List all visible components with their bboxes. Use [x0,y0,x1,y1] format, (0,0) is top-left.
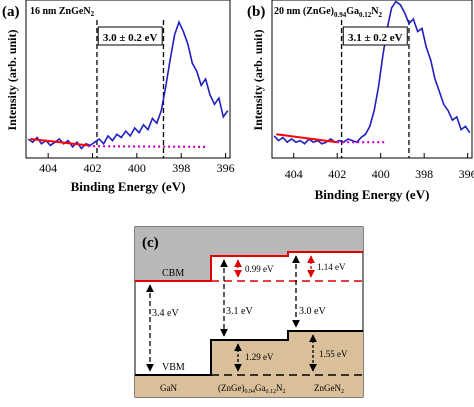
panel-b-plot-frame [271,0,473,159]
panel-b-title: 20 nm (ZnGe)0.94Ga0.12N2 [274,6,383,19]
alloy-vb-offset-label: 1.29 eV [245,352,274,362]
panel-a-xtick-label-398: 398 [172,161,190,175]
panel-c-band-diagram: (c) CBM VBM 3.4 eV 3.1 eV 3.0 eV 0.99 eV… [134,226,364,398]
panel-b-ylabel: Intensity (arb. unit) [251,29,265,130]
panel-a-chart: (a) 16 nm ZnGeN2 Intensity (arb. unit) B… [2,0,235,194]
panel-b-letter: (b) [247,4,265,20]
panel-b-spectrum-line [273,0,471,145]
panel-a-xtick-label-402: 402 [84,161,102,175]
zngen-gap-label: 3.0 eV [299,306,326,317]
panel-b-xtick-label-400: 400 [372,167,390,181]
panel-a-gap-label: 3.0 ± 0.2 eV [103,32,158,44]
panel-a-spectrum-line [27,19,229,150]
panel-a-title: 16 nm ZnGeN2 [30,6,95,18]
conduction-band-region [135,227,363,281]
panel-a-letter: (a) [2,4,20,20]
alloy-cb-offset-label: 0.99 eV [245,264,274,274]
cbm-line [135,251,363,282]
alloy-gap-label: 3.1 eV [226,306,253,317]
panel-a-xtick-label-400: 400 [128,161,146,175]
panel-a-plot-frame [25,0,231,159]
vbm-line [135,330,363,376]
panel-b-xtick-label-398: 398 [415,167,433,181]
panel-b-xtick-label-404: 404 [285,167,303,181]
panel-a-gap-box [97,26,163,46]
panel-a-baseline-dotted-line [88,145,206,148]
panel-b-gap-box [342,26,408,46]
panel-b-background-fit-line [276,133,338,144]
panel-b-xtick-label-402: 402 [328,167,346,181]
panel-b-xtick-label-396: 396 [459,167,474,181]
gan-gap-label: 3.4 eV [152,308,179,319]
gan-label: GaN [160,383,177,393]
panel-a-background-fit-line [30,138,89,147]
panel-b-annotation: 3.1 ± 0.2 eV [341,26,409,46]
panel-a-xlabel: Binding Energy (eV) [71,179,186,194]
zngen-vb-offset-label: 1.55 eV [319,349,348,359]
alloy-label: (ZnGe)0.94Ga0.12N2 [218,383,286,395]
vbm-label: VBM [162,362,185,373]
panel-c-letter: (c) [142,235,159,251]
panel-b-xlabel: Binding Energy (eV) [315,187,430,202]
zngen-label: ZnGeN2 [314,383,344,395]
panel-b-chart: (b) 20 nm (ZnGe)0.94Ga0.12N2 Intensity (… [247,0,474,202]
panel-a-annotation: 3.0 ± 0.2 eV [97,26,164,46]
panel-b-gap-label: 3.1 ± 0.2 eV [348,32,403,44]
cbm-label: CBM [162,268,184,279]
valence-band-region [135,331,363,397]
panel-a-xtick-label-396: 396 [217,161,235,175]
zngen-cb-offset-label: 1.14 eV [317,262,346,272]
panel-a-xtick-label-404: 404 [39,161,57,175]
panel-a-ylabel: Intensity (arb. unit) [5,29,19,130]
